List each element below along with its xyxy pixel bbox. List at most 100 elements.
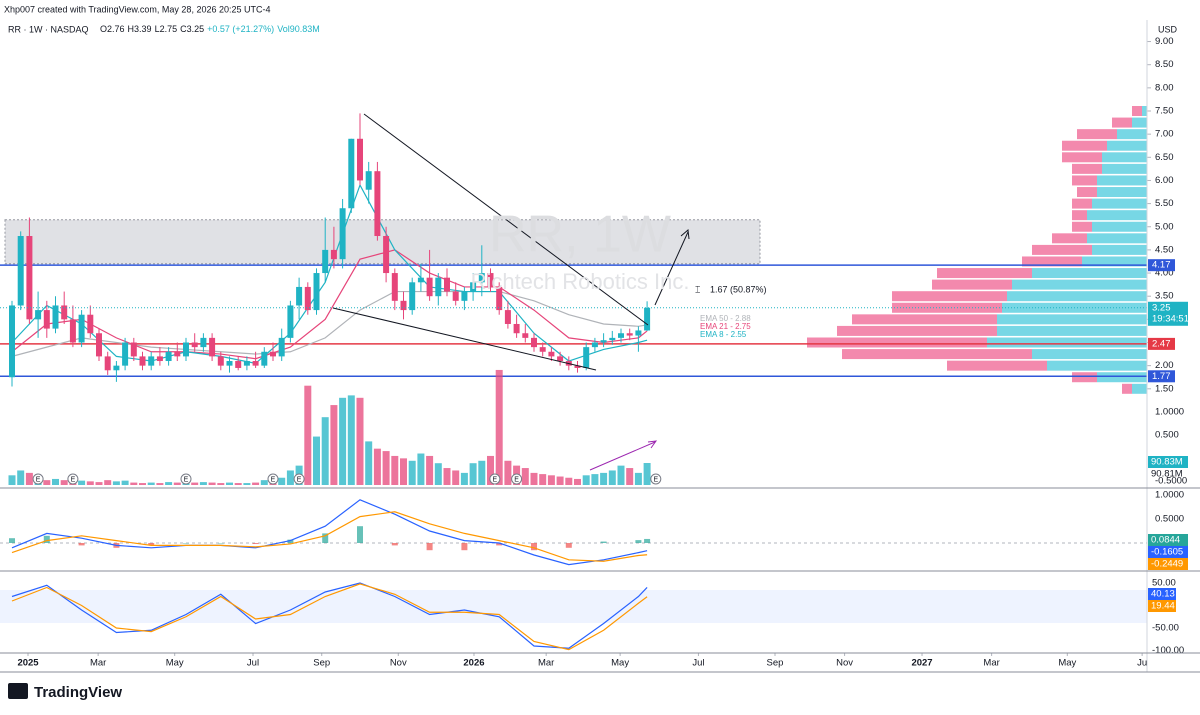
volume-bar: [208, 482, 216, 485]
profile-up: [1097, 175, 1147, 186]
candle-body: [148, 356, 155, 366]
y-tick-label: 4.50: [1155, 244, 1174, 255]
candle-body: [183, 342, 189, 357]
profile-down: [937, 268, 1032, 279]
earnings-label: E: [514, 476, 519, 483]
earnings-marker: [32, 473, 44, 485]
volume-bar: [43, 480, 51, 485]
volume-bar: [426, 455, 434, 485]
profile-down: [1062, 152, 1102, 163]
volume-bar: [156, 483, 164, 485]
candle-body: [165, 351, 172, 362]
volume-bar: [8, 475, 16, 485]
profile-up: [1032, 268, 1147, 279]
profile-down: [1072, 163, 1102, 174]
candle-body: [513, 323, 520, 334]
x-tick-label: Mar: [983, 658, 999, 669]
earnings-marker: [180, 473, 192, 485]
candle-body: [487, 273, 494, 287]
earnings-label: E: [71, 476, 76, 483]
profile-down: [852, 314, 997, 325]
candle-body: [122, 342, 129, 366]
macd-tick-label: 0.5000: [1155, 514, 1184, 525]
volume-tag-label: 90.83M: [1151, 457, 1183, 468]
logo-icon: [8, 683, 28, 699]
profile-down: [1072, 210, 1087, 221]
measure-icon: ⌶: [695, 284, 700, 294]
volume-tag-label: 90.81M: [1151, 469, 1183, 480]
candle-body: [461, 291, 468, 301]
earnings-marker: [67, 473, 79, 485]
macd-hist: [322, 533, 329, 543]
volume-bar: [139, 483, 146, 485]
profile-down: [1077, 129, 1117, 140]
profile-up: [1102, 163, 1147, 174]
volume-bar: [147, 482, 155, 485]
candle-body: [113, 365, 120, 371]
y-tick-label: 5.50: [1155, 198, 1174, 209]
volume-bar: [104, 480, 112, 485]
volume-bar: [547, 475, 555, 485]
profile-down: [1112, 117, 1132, 128]
profile-up: [1097, 187, 1147, 198]
candle-body: [557, 356, 564, 362]
profile-down: [892, 302, 1002, 313]
volume-bar: [487, 455, 494, 485]
stoch-d: [11, 583, 648, 651]
x-tick-label: 2027: [911, 658, 932, 669]
profile-up: [997, 325, 1147, 336]
profile-down: [842, 349, 1032, 360]
profile-down: [1072, 372, 1097, 383]
candle-body: [139, 356, 146, 366]
candle-body: [339, 208, 346, 260]
volume-bar: [582, 475, 590, 485]
candle-body: [426, 277, 433, 297]
macd-tag: [1148, 558, 1188, 570]
volume-bar: [443, 468, 451, 485]
volume-bar: [112, 481, 120, 485]
x-tick-label: May: [1058, 658, 1076, 669]
macd-hist: [183, 543, 189, 544]
candle-body: [365, 171, 372, 190]
earnings-marker: [267, 473, 279, 485]
candle-body: [174, 351, 181, 357]
candle-body: [452, 291, 459, 301]
profile-down: [837, 325, 997, 336]
ohlc-item: C3.25: [180, 24, 204, 34]
credit: Xhp007 created with TradingView.com, May…: [4, 4, 270, 14]
x-tick-label: 2026: [463, 658, 484, 669]
candle-body: [61, 305, 68, 320]
candle-body: [409, 282, 416, 311]
candle-body: [209, 337, 216, 357]
volume-bar: [617, 465, 625, 485]
candle-body: [531, 337, 537, 348]
macd-hist: [426, 543, 433, 551]
macd-line: [11, 499, 648, 566]
volume-bar: [234, 483, 242, 485]
profile-up: [1047, 360, 1147, 371]
volume-bar: [478, 460, 486, 485]
macd-tag-label: -0.2449: [1151, 559, 1183, 570]
candle-body: [226, 361, 233, 366]
level-label: 4.17: [1152, 260, 1171, 271]
volume-bar: [278, 477, 286, 485]
profile-up: [1107, 140, 1147, 151]
volume-bar: [304, 385, 312, 485]
stoch-tag: [1148, 600, 1176, 612]
layer: 1.502.002.503.003.504.004.505.005.506.00…: [0, 36, 1189, 669]
profile-up: [1092, 198, 1147, 209]
volume-bar: [556, 476, 564, 485]
volume-bar: [286, 470, 294, 485]
earnings-label: E: [297, 476, 302, 483]
profile-down: [1022, 256, 1082, 267]
volume-bar: [260, 480, 268, 485]
y-tick-label: 8.50: [1155, 59, 1174, 70]
candle-body: [330, 249, 337, 260]
candle-body: [470, 282, 477, 292]
volume-bar: [452, 470, 460, 485]
profile-down: [1032, 244, 1092, 255]
earnings-marker: [511, 473, 523, 485]
y-tick-label: 3.50: [1155, 291, 1174, 302]
volume-bar: [52, 478, 59, 485]
macd-hist: [565, 543, 572, 548]
